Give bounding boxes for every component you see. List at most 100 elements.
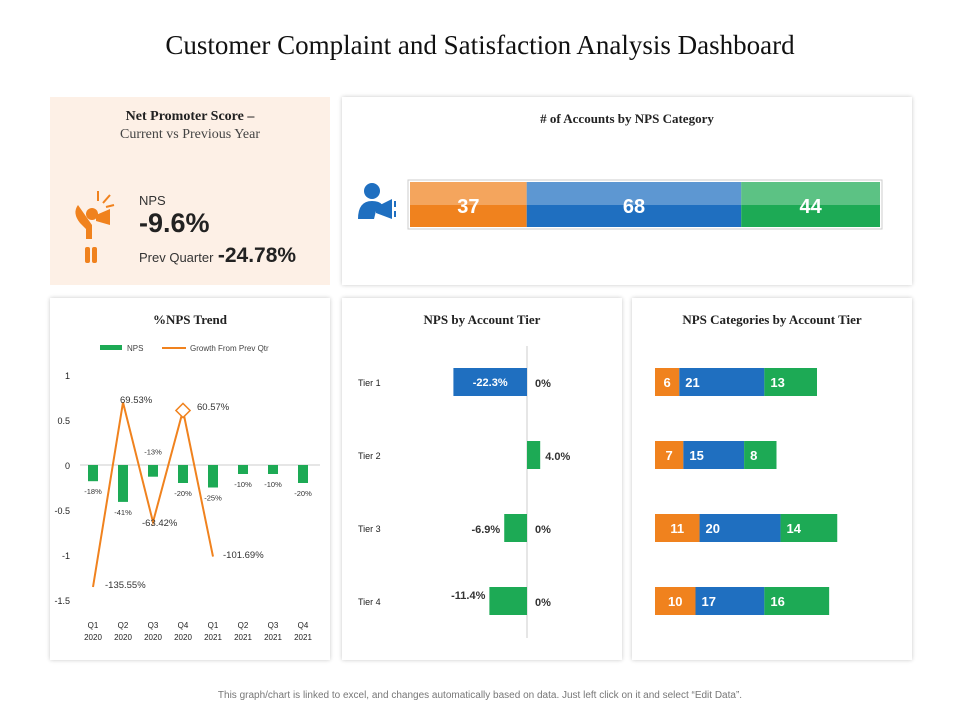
footer-note: This graph/chart is linked to excel, and… <box>217 690 743 701</box>
nps-card-subtitle: Current vs Previous Year <box>120 127 260 142</box>
tier-value-label: -11.4% <box>451 590 485 602</box>
segment-label: 16 <box>770 594 784 609</box>
segment-label: 10 <box>668 594 682 609</box>
tier-label: Tier 1 <box>358 378 381 388</box>
accounts-by-category-card: # of Accounts by NPS Category 37 68 44 <box>342 97 912 285</box>
category-segment <box>655 514 700 542</box>
x-tick-label: 2020 <box>84 633 102 642</box>
segment-label: 13 <box>770 375 784 390</box>
segment-label: 37 <box>457 196 479 218</box>
x-tick-label: Q3 <box>268 621 279 630</box>
zero-label: 0% <box>535 524 551 536</box>
x-tick-label: 2021 <box>204 633 222 642</box>
x-tick-label: Q4 <box>298 621 309 630</box>
nps-trend-chart: NPS Growth From Prev Qtr 1 0.5 0 -0.5 -1 -1.5 -1… <box>54 344 320 642</box>
segment-label: 20 <box>706 521 720 536</box>
category-segment <box>741 205 880 227</box>
y-tick-label: 0.5 <box>57 416 70 426</box>
y-tick-label: 0 <box>65 461 70 471</box>
category-segment <box>764 368 817 396</box>
category-segment <box>410 205 527 227</box>
category-segment <box>655 368 680 396</box>
tier-label: Tier 2 <box>358 451 381 461</box>
nps-trend-card: %NPS Trend NPS Growth From Prev Qtr 1 0.5 0 -… <box>50 298 330 660</box>
category-segment-top <box>741 182 880 205</box>
nps-bar <box>268 465 278 474</box>
tier-value-label: 4.0% <box>545 451 570 463</box>
y-tick-label: -0.5 <box>54 506 70 516</box>
segment-label: 6 <box>664 375 671 390</box>
x-tick-label: Q1 <box>88 621 99 630</box>
category-segment <box>679 368 765 396</box>
category-segment <box>655 441 684 469</box>
tier-value-label: -22.3% <box>473 377 508 389</box>
category-segment <box>526 205 742 227</box>
category-segment-top <box>526 182 742 205</box>
x-tick-label: 2021 <box>264 633 282 642</box>
nps-card-title: Net Promoter Score – <box>125 109 255 124</box>
segment-label: 68 <box>623 196 645 218</box>
nps-value: -9.6% <box>139 208 210 238</box>
zero-label: 0% <box>535 597 551 609</box>
growth-label: -63.42% <box>142 518 178 529</box>
category-segment <box>780 514 838 542</box>
category-segment-top <box>410 182 527 205</box>
legend-growth-label: Growth From Prev Qtr <box>190 344 269 353</box>
accounts-stacked-bar: 37 68 44 <box>407 179 883 230</box>
tier-label: Tier 4 <box>358 597 381 607</box>
x-tick-label: 2020 <box>144 633 162 642</box>
segment-label: 14 <box>787 521 802 536</box>
y-tick-label: 1 <box>65 371 70 381</box>
nps-bar <box>208 465 218 488</box>
chart-title: NPS by Account Tier <box>423 312 541 327</box>
tier-bar <box>527 441 541 469</box>
page-title: Customer Complaint and Satisfaction Anal… <box>165 30 795 60</box>
prev-quarter-label: Prev Quarter <box>139 250 214 265</box>
megaphone-person-icon <box>75 191 115 263</box>
tier-label: Tier 3 <box>358 524 381 534</box>
segment-label: 7 <box>666 448 673 463</box>
category-segment <box>655 587 696 615</box>
legend-nps-swatch <box>100 345 122 350</box>
growth-label: 69.53% <box>120 395 153 406</box>
person-megaphone-icon <box>358 183 396 219</box>
category-segment <box>744 441 777 469</box>
prev-quarter-value: -24.78% <box>217 244 297 267</box>
segment-label: 44 <box>799 196 822 218</box>
x-tick-label: 2020 <box>174 633 192 642</box>
growth-point-marker <box>174 402 192 419</box>
nps-bar-label: -10% <box>264 480 282 489</box>
legend-nps-label: NPS <box>127 344 143 353</box>
zero-label: 0% <box>535 378 551 390</box>
x-tick-label: 2021 <box>294 633 312 642</box>
tier-bar <box>453 368 527 396</box>
x-tick-label: Q2 <box>118 621 129 630</box>
nps-bar-label: -10% <box>234 480 252 489</box>
growth-label: -101.69% <box>223 550 264 561</box>
segment-label: 11 <box>670 521 684 536</box>
nps-bar-label: -25% <box>204 494 222 503</box>
x-tick-label: Q4 <box>178 621 189 630</box>
nps-bar <box>178 465 188 483</box>
nps-bar <box>88 465 98 482</box>
category-segment <box>695 587 765 615</box>
segment-label: 21 <box>685 375 699 390</box>
y-tick-label: -1.5 <box>54 596 70 606</box>
tier-bar <box>489 587 527 615</box>
x-tick-label: Q2 <box>238 621 249 630</box>
prev-quarter-row: Prev Quarter -24.78% <box>139 244 296 268</box>
segment-label: 15 <box>689 448 703 463</box>
x-tick-label: 2021 <box>234 633 252 642</box>
chart-title: NPS Categories by Account Tier <box>682 312 862 327</box>
nps-summary-card: Net Promoter Score – Current vs Previous… <box>50 97 330 285</box>
categories-by-tier-chart: 6 21 13 7 15 8 11 20 14 10 17 16 <box>655 368 838 615</box>
category-segment <box>764 587 830 615</box>
y-tick-label: -1 <box>62 551 70 561</box>
nps-bar <box>238 465 248 474</box>
category-segment <box>683 441 745 469</box>
tier-bar <box>504 514 527 542</box>
segment-label: 17 <box>702 594 716 609</box>
segment-label: 8 <box>750 448 757 463</box>
categories-by-tier-card: NPS Categories by Account Tier 6 21 13 7 15 8… <box>632 298 912 660</box>
x-tick-label: Q3 <box>148 621 159 630</box>
